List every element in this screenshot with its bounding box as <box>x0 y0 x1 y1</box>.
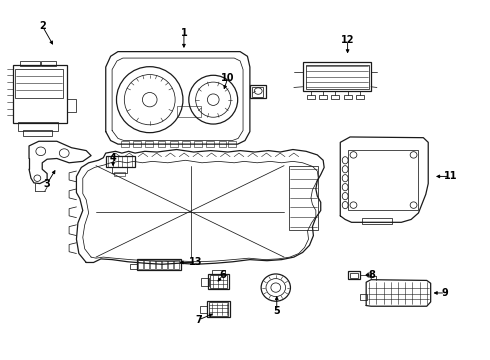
Text: 7: 7 <box>195 315 202 325</box>
Text: 12: 12 <box>341 35 354 45</box>
Text: 4: 4 <box>110 153 117 163</box>
Bar <box>139 260 144 269</box>
Bar <box>168 260 172 269</box>
Bar <box>121 141 129 147</box>
Bar <box>162 260 167 269</box>
Bar <box>130 264 137 269</box>
Bar <box>176 107 201 117</box>
Bar <box>209 302 228 316</box>
Bar <box>250 85 267 98</box>
Bar <box>106 156 135 167</box>
Bar <box>210 275 227 288</box>
Text: 3: 3 <box>44 179 50 189</box>
Bar <box>347 150 418 211</box>
Bar <box>13 65 67 123</box>
Bar <box>114 172 125 176</box>
Text: 5: 5 <box>273 306 280 316</box>
Bar <box>137 258 181 270</box>
Bar <box>331 95 339 99</box>
Bar <box>194 141 202 147</box>
Bar <box>212 270 225 274</box>
Bar <box>182 141 190 147</box>
Bar <box>307 95 315 99</box>
Bar <box>133 141 141 147</box>
Bar <box>252 87 263 97</box>
Bar <box>306 65 368 89</box>
Bar <box>343 95 351 99</box>
Bar <box>303 62 371 91</box>
Bar <box>362 218 392 224</box>
Bar <box>319 95 327 99</box>
Bar <box>145 260 149 269</box>
Text: 8: 8 <box>368 270 375 280</box>
Bar <box>150 260 155 269</box>
Bar <box>200 306 207 314</box>
Bar <box>356 95 364 99</box>
Text: 11: 11 <box>443 171 457 181</box>
Text: 13: 13 <box>190 257 203 267</box>
Text: 9: 9 <box>442 288 449 298</box>
Bar <box>20 61 40 66</box>
Bar <box>219 141 226 147</box>
Bar <box>347 271 360 279</box>
Bar <box>156 260 161 269</box>
Bar <box>208 274 229 289</box>
Bar <box>67 99 76 112</box>
Bar <box>206 141 214 147</box>
Bar <box>170 141 177 147</box>
Bar <box>41 61 56 66</box>
Bar <box>349 273 358 278</box>
Bar <box>23 130 52 136</box>
Bar <box>289 166 318 230</box>
Bar <box>18 122 58 131</box>
Bar <box>207 301 230 317</box>
Bar <box>15 69 63 98</box>
Bar <box>146 141 153 147</box>
Bar <box>173 260 178 269</box>
Text: 2: 2 <box>39 21 46 31</box>
Text: 1: 1 <box>180 28 187 38</box>
Bar <box>360 294 367 300</box>
Bar <box>112 167 127 173</box>
Bar <box>158 141 165 147</box>
Text: 10: 10 <box>221 73 235 83</box>
Text: 6: 6 <box>220 270 226 280</box>
Bar <box>201 278 209 286</box>
Bar <box>228 141 236 147</box>
